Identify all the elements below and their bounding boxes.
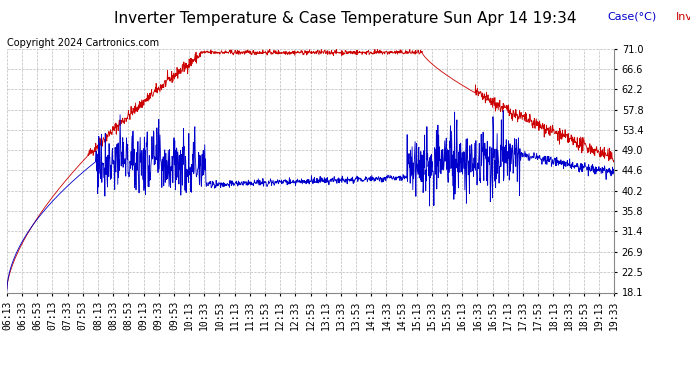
Text: Case(°C): Case(°C) <box>607 11 656 21</box>
Text: Inverter Temperature & Case Temperature Sun Apr 14 19:34: Inverter Temperature & Case Temperature … <box>114 11 576 26</box>
Text: Copyright 2024 Cartronics.com: Copyright 2024 Cartronics.com <box>7 38 159 48</box>
Text: Inverter(°C): Inverter(°C) <box>676 11 690 21</box>
